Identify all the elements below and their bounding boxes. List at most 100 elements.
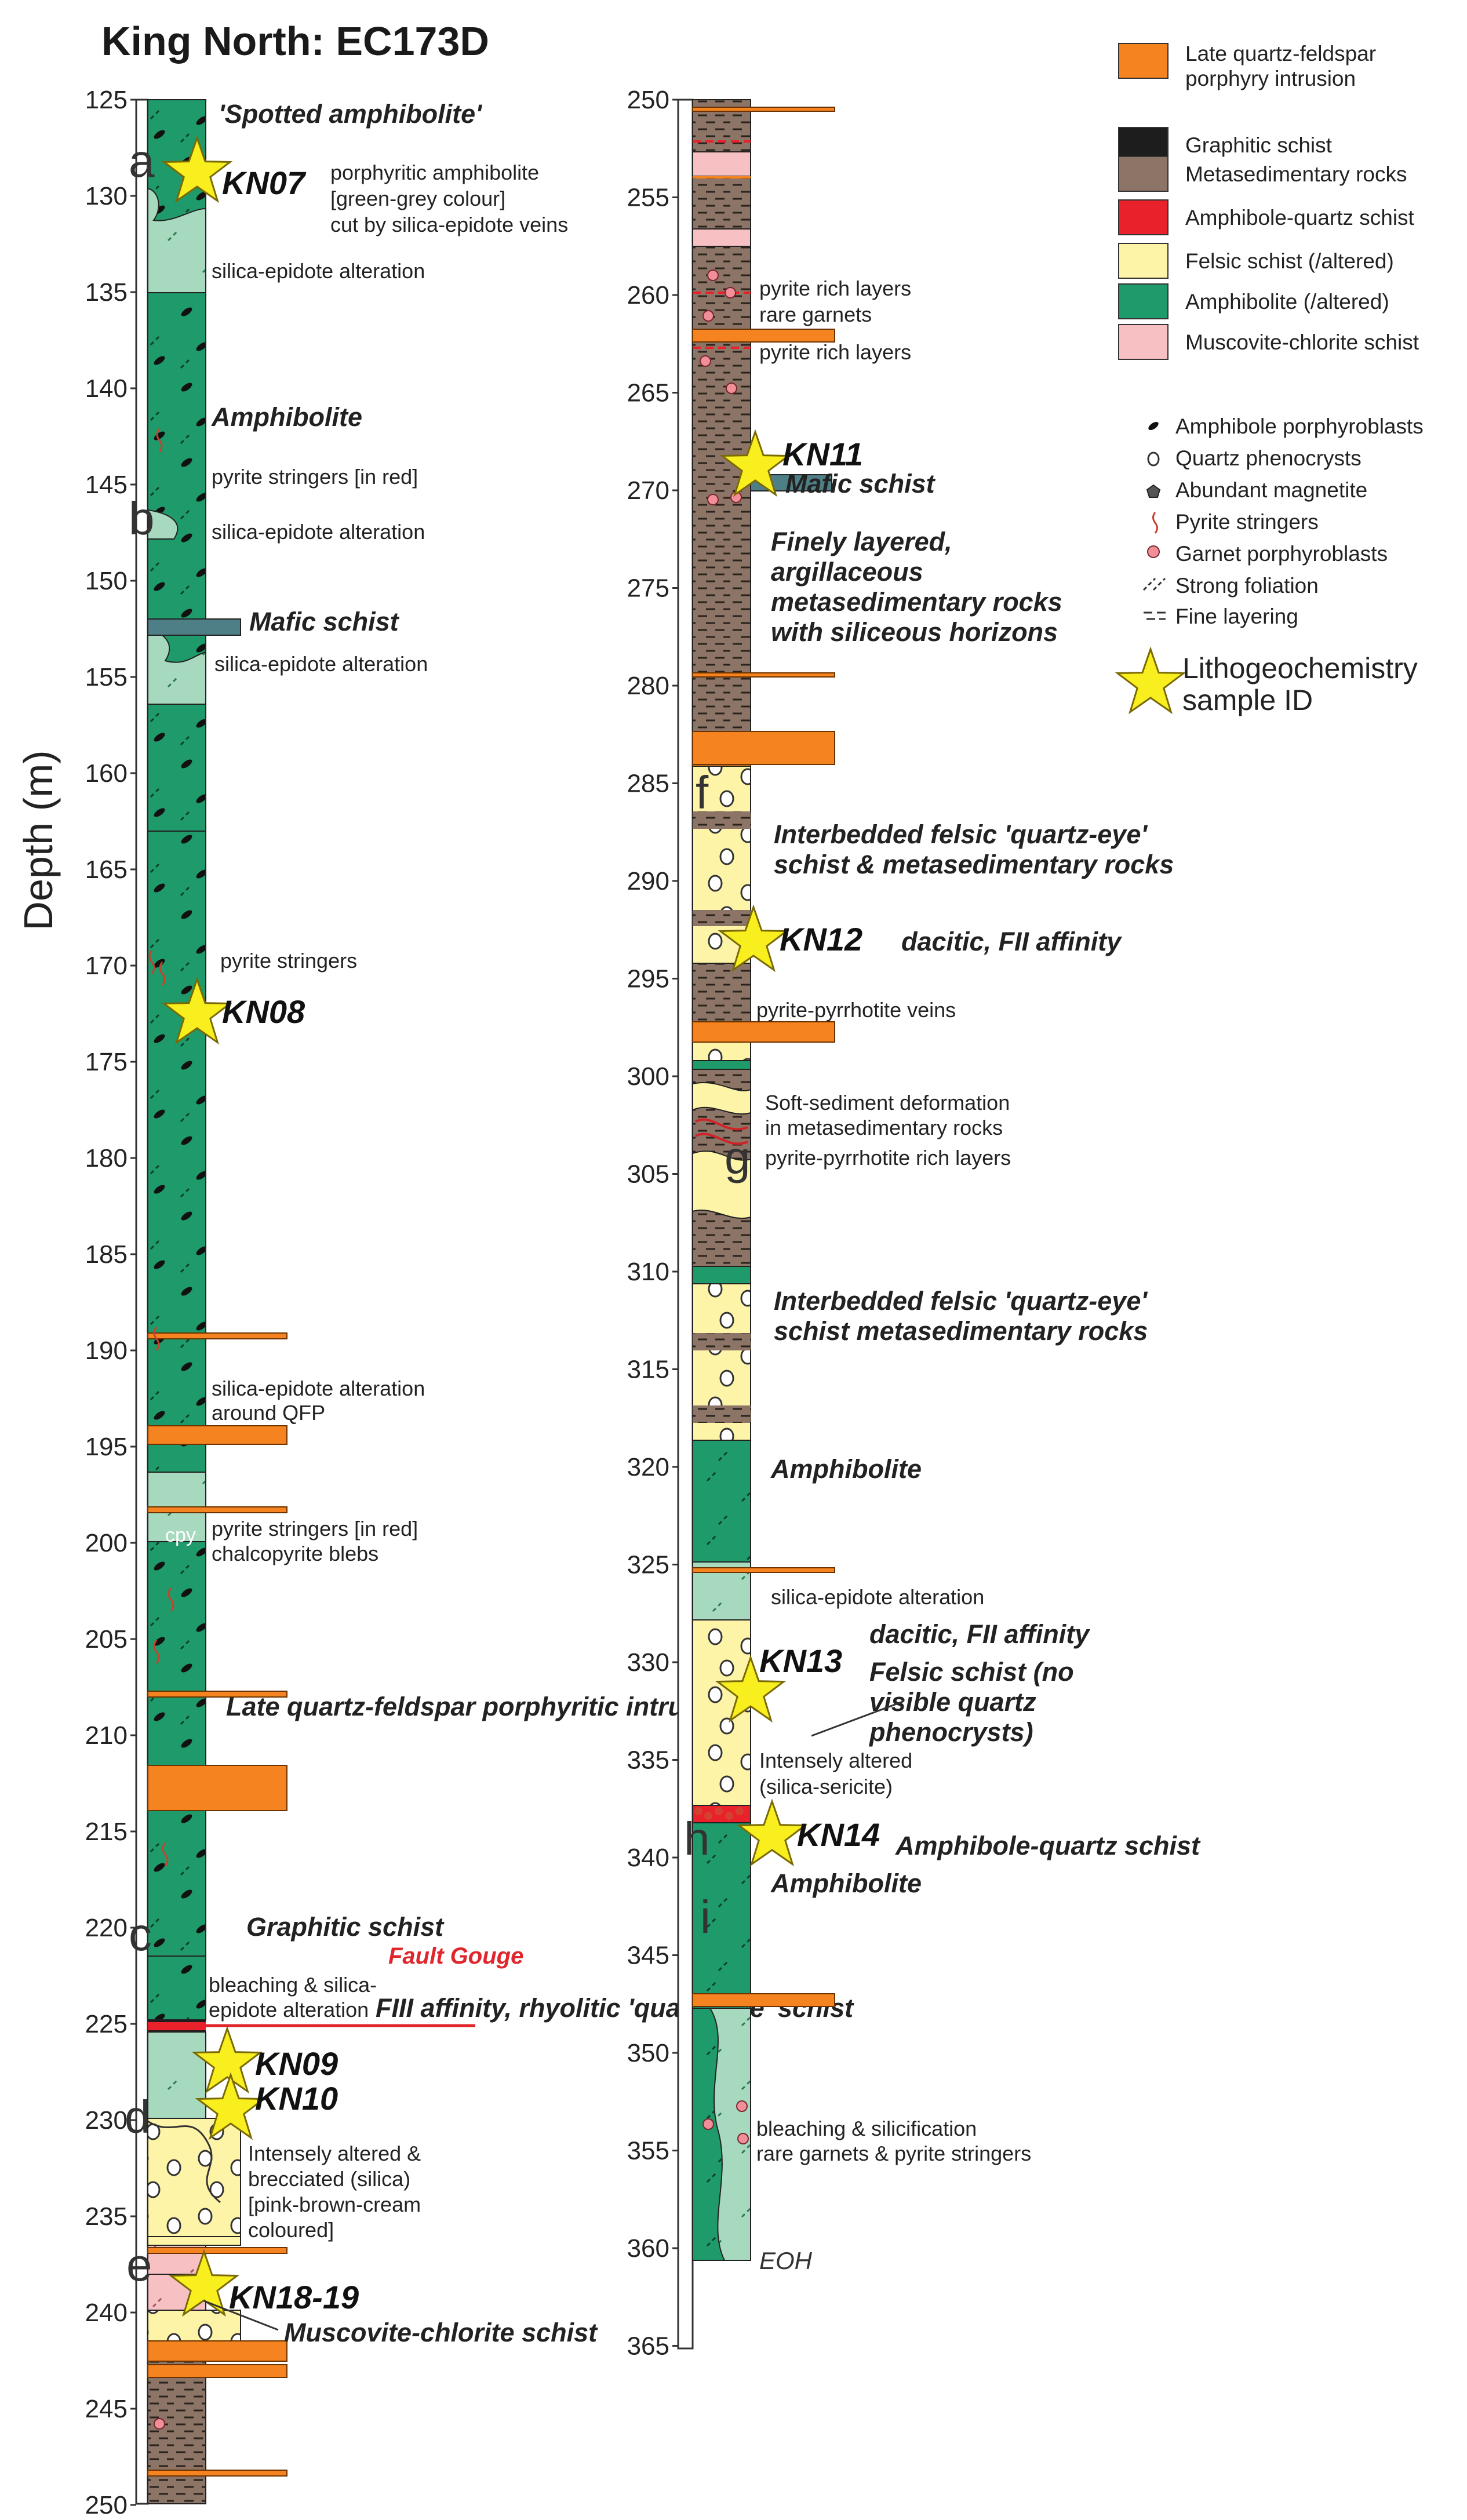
depth-tick-label: 190 [85, 1337, 128, 1365]
legend-swatch [1118, 199, 1168, 235]
legend-swatch [1118, 324, 1168, 360]
depth-tick-label: 280 [627, 672, 669, 700]
sample-label: KN10 [255, 2080, 338, 2117]
legend-label: Amphibolite (/altered) [1185, 290, 1389, 314]
sample-label: KN18-19 [229, 2279, 359, 2315]
altered-zone [147, 187, 206, 293]
qfp-intrusion [692, 731, 835, 765]
depth-tick-label: 260 [627, 281, 669, 309]
depth-tick-label: 300 [627, 1062, 669, 1091]
note: coloured] [248, 2218, 334, 2242]
legend-swatch [1118, 156, 1168, 192]
garnet-porphyroblast-icon [1147, 545, 1160, 558]
note: pyrite stringers [in red] [212, 465, 418, 489]
depth-tick-label: 150 [85, 567, 128, 595]
unit-label: Mafic schist [785, 469, 936, 498]
note: [pink-brown-cream [248, 2193, 421, 2216]
diagram-title: King North: EC173D [101, 19, 489, 64]
section-letter: b [129, 493, 155, 544]
note: pyrite-pyrrhotite rich layers [765, 1146, 1011, 1170]
muscovite-chlorite-block [692, 228, 751, 247]
fine-layering-icon [1144, 611, 1166, 620]
unit-label: Finely layered, argillaceous metasedimenta… [771, 527, 1062, 647]
qfp-intrusion [692, 1567, 835, 1573]
depth-tick-label: 230 [85, 2106, 128, 2135]
legend-label: Abundant magnetite [1175, 478, 1367, 502]
sample-note: dacitic, FII affinity [901, 927, 1122, 956]
depth-tick-label: 340 [627, 1844, 669, 1872]
depth-tick-label: 335 [627, 1746, 669, 1775]
qfp-intrusion [147, 1765, 287, 1811]
legend-label: Fine layering [1175, 604, 1298, 628]
legend-swatch [1118, 243, 1168, 279]
depth-tick-label: 125 [85, 86, 128, 114]
depth-tick-label: 195 [85, 1433, 128, 1461]
legend-label: Strong foliation [1175, 574, 1319, 598]
depth-tick-label: 255 [627, 184, 669, 212]
depth-tick-label: 135 [85, 278, 128, 307]
qfp-intrusion [692, 1021, 835, 1043]
magnetite-icon [1146, 484, 1161, 498]
metasedimentary-block [692, 99, 751, 732]
note: [green-grey colour] [330, 187, 505, 210]
note: bleaching & silica- [209, 1973, 377, 1997]
note: (silica-sericite) [759, 1775, 893, 1798]
sample-label: KN09 [255, 2045, 338, 2082]
quartz-phenocryst-icon [1147, 451, 1160, 467]
depth-tick-label: 265 [627, 379, 669, 407]
depth-tick-label: 305 [627, 1160, 669, 1189]
note: rare garnets [759, 303, 872, 326]
sample-label: KN14 [797, 1816, 880, 1853]
qfp-intrusion [147, 2247, 287, 2254]
depth-tick-label: 185 [85, 1240, 128, 1269]
note: Intensely altered [759, 1749, 912, 1772]
depth-tick-label: 290 [627, 867, 669, 895]
note: silica-epidote alteration [771, 1585, 984, 1609]
note: epidote alteration [209, 1998, 369, 2022]
amphibolite-block [692, 1440, 751, 1563]
depth-tick-label: 295 [627, 965, 669, 993]
depth-tick-label: 245 [85, 2395, 128, 2423]
note: around QFP [212, 1401, 325, 1425]
legend-star-icon [1116, 648, 1185, 713]
depth-tick-label: 310 [627, 1258, 669, 1286]
depth-tick-label: 320 [627, 1453, 669, 1481]
depth-tick-label: 170 [85, 952, 128, 980]
legend-label: sample ID [1182, 684, 1313, 716]
unit-label: Muscovite-chlorite schist [284, 2318, 598, 2347]
strong-foliation-icon [1142, 577, 1166, 591]
section-letter: g [725, 1132, 751, 1183]
graphitic-schist-layer [148, 2020, 206, 2022]
unit-label: dacitic, FII affinity [869, 1619, 1090, 1649]
note: pyrite-pyrrhotite veins [756, 998, 956, 1022]
qfp-intrusion [692, 672, 835, 678]
legend-swatch [1118, 43, 1168, 79]
depth-tick-label: 345 [627, 1942, 669, 1970]
section-letter: i [700, 1891, 711, 1943]
legend-label: Pyrite stringers [1175, 510, 1319, 534]
metasedimentary-block [693, 1405, 751, 1423]
note: pyrite stringers [in red] [212, 1517, 418, 1541]
unit-label: Amphibole-quartz schist [895, 1831, 1201, 1860]
depth-tick-label: 130 [85, 182, 128, 210]
legend-label: Amphibole porphyroblasts [1175, 414, 1424, 438]
note: pyrite stringers [220, 949, 357, 973]
depth-tick-label: 175 [85, 1048, 128, 1076]
depth-tick-label: 220 [85, 1914, 128, 1942]
note: rare garnets & pyrite stringers [756, 2142, 1031, 2165]
legend-swatch [1118, 283, 1168, 319]
section-letter: c [129, 1909, 152, 1960]
depth-tick-label: 155 [85, 663, 128, 691]
note: bleaching & silicification [756, 2117, 977, 2140]
end-of-hole-label: EOH [759, 2247, 813, 2274]
unit-label: Amphibolite [770, 1869, 922, 1898]
note: silica-epidote alteration [212, 1376, 425, 1400]
note: pyrite rich layers [759, 340, 911, 364]
pyrite-stringer-icon [1152, 512, 1158, 534]
leader-line [811, 1700, 905, 1737]
note: silica-epidote alteration [214, 652, 428, 676]
qfp-intrusion [147, 2364, 287, 2378]
depth-tick-label: 200 [85, 1529, 128, 1557]
